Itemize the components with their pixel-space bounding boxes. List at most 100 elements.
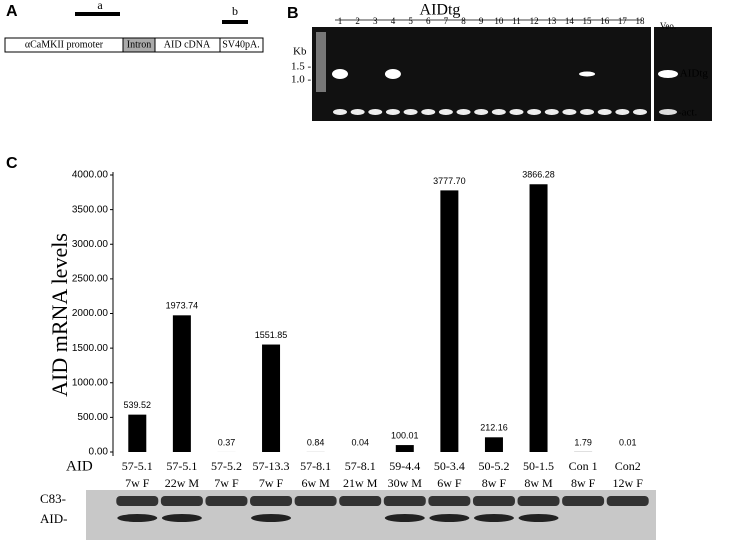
value-label: 0.01: [619, 437, 637, 447]
bar: [395, 445, 414, 452]
x-tick-label: Con2: [615, 459, 641, 473]
band-label: - AIDtg: [674, 68, 708, 80]
lane-label: 12: [530, 16, 539, 26]
x-tick-label: 50-1.5: [523, 459, 554, 473]
blot-band: [473, 514, 514, 522]
lane-label: 5: [408, 16, 413, 26]
value-label: 1973.74: [166, 301, 199, 311]
bar: [529, 184, 548, 452]
blot-band: [518, 514, 559, 522]
kb-label: Kb: [293, 46, 307, 58]
gel-band: [332, 69, 348, 79]
bar: [128, 414, 147, 452]
x-tick-sublabel: 21w M: [343, 476, 378, 490]
x-tick-sublabel: 6w M: [301, 476, 330, 490]
blot-band: [383, 496, 426, 506]
blot-band: [562, 496, 605, 506]
gel-band: [562, 109, 577, 115]
x-tick-sublabel: 7w F: [214, 476, 239, 490]
gel-image: [312, 27, 712, 121]
gel-band: [597, 109, 612, 115]
y-tick-label: 3500.00: [72, 204, 109, 215]
blot-label: AID-: [40, 511, 67, 526]
x-tick-label: 57-8.1: [300, 459, 331, 473]
x-tick-label: 57-8.1: [345, 459, 376, 473]
gel-band: [333, 109, 347, 115]
gel-band: [659, 109, 677, 115]
y-tick-label: 1500.00: [72, 343, 109, 354]
lane-label: 16: [600, 16, 610, 26]
panel-label: C: [6, 155, 18, 172]
gel-band: [456, 109, 471, 115]
gel-band: [579, 71, 596, 77]
lane-label: 6: [426, 16, 431, 26]
blot-band: [161, 514, 202, 522]
lane-label: 18: [636, 16, 646, 26]
bar: [172, 315, 191, 452]
x-tick-sublabel: 7w F: [259, 476, 284, 490]
gel-band: [384, 69, 401, 79]
value-label: 0.84: [307, 437, 325, 447]
value-label: 3866.28: [522, 170, 555, 180]
gel-band: [658, 70, 678, 78]
value-label: 0.37: [218, 437, 236, 447]
gel-band: [438, 109, 453, 115]
value-label: 212.16: [480, 423, 508, 433]
probe-label: b: [232, 4, 238, 18]
blot-band: [116, 496, 159, 506]
gel-band: [509, 109, 524, 115]
lane-label: 17: [618, 16, 628, 26]
segment-label: Intron: [127, 39, 151, 50]
y-tick-label: 3000.00: [72, 239, 109, 250]
x-tick-label: 59-4.4: [389, 459, 420, 473]
bar: [262, 344, 281, 452]
blot-band: [517, 496, 560, 506]
lane-label: 10: [494, 16, 504, 26]
y-tick-label: 500.00: [77, 412, 108, 423]
x-tick-label: 57-5.1: [166, 459, 197, 473]
x-tick-sublabel: 30w M: [388, 476, 423, 490]
y-tick-label: 1000.00: [72, 377, 109, 388]
lane-label: 9: [479, 16, 484, 26]
gel-band: [491, 109, 506, 115]
x-tick-sublabel: 8w M: [524, 476, 553, 490]
gel-band: [421, 109, 436, 115]
gel-band: [368, 109, 383, 115]
value-label: 3777.70: [433, 176, 466, 186]
y-axis-title: AID mRNA levels: [47, 233, 72, 397]
marker-label: 1.0 -: [291, 74, 312, 86]
y-tick-label: 2000.00: [72, 308, 109, 319]
ladder: [316, 32, 326, 92]
intron-box: [122, 37, 156, 53]
gel-band: [615, 109, 630, 115]
blot-band: [429, 514, 470, 522]
x-tick-sublabel: 6w F: [437, 476, 462, 490]
value-label: 1551.85: [255, 330, 288, 340]
gel-band: [633, 109, 647, 115]
value-label: 539.52: [124, 400, 152, 410]
x-tick-label: 57-5.1: [122, 459, 153, 473]
y-tick-label: 2500.00: [72, 274, 109, 285]
blot-band: [205, 496, 248, 506]
x-tick-label: 50-3.4: [434, 459, 465, 473]
panel-label: A: [6, 3, 18, 20]
blot-label: C83-: [40, 491, 66, 506]
marker-label: 1.5 -: [291, 61, 312, 73]
x-tick-label: 50-5.2: [478, 459, 509, 473]
lane-label: 7: [444, 16, 449, 26]
value-label: 0.04: [351, 437, 369, 447]
blot-band: [606, 496, 649, 506]
panel-label: B: [287, 5, 299, 22]
segment-label: AID cDNA: [164, 39, 211, 50]
value-label: 1.79: [574, 437, 592, 447]
gel-band: [580, 109, 595, 115]
gel-band: [385, 109, 400, 115]
lane-label: 1: [338, 16, 343, 26]
blot-band: [428, 496, 471, 506]
lane-label: 14: [565, 16, 575, 26]
y-tick-label: 4000.00: [72, 170, 109, 181]
x-tick-sublabel: 8w F: [571, 476, 596, 490]
value-label: 100.01: [391, 430, 419, 440]
x-tick-sublabel: 7w F: [125, 476, 150, 490]
